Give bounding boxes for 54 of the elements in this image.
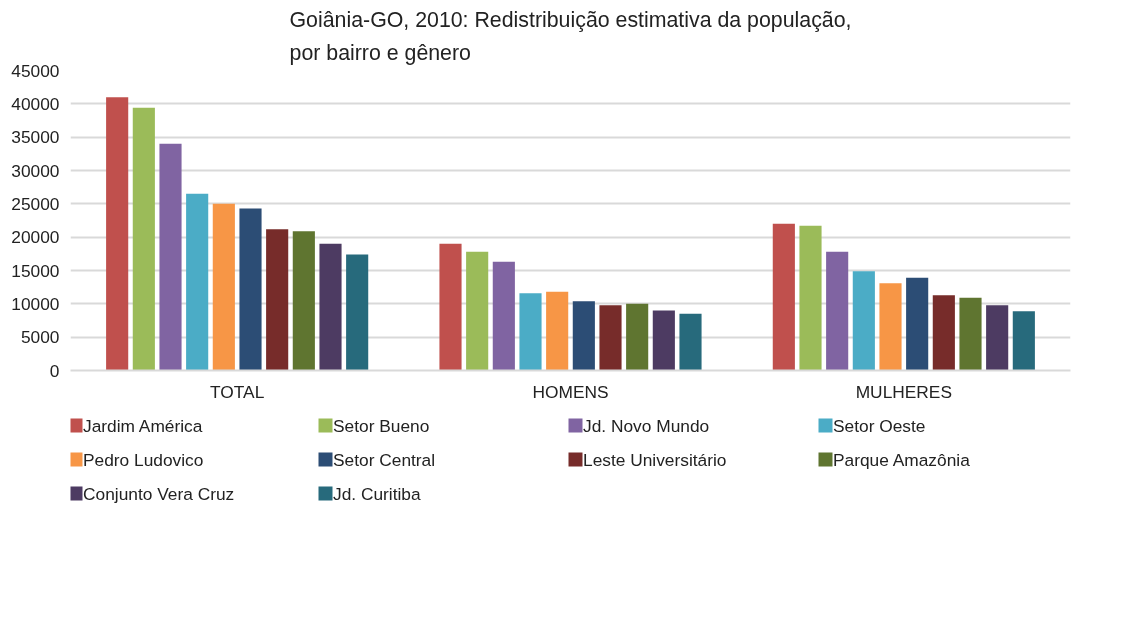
bar bbox=[852, 271, 875, 371]
bar bbox=[266, 229, 289, 371]
bar bbox=[132, 107, 155, 371]
legend-label: Setor Oeste bbox=[833, 415, 926, 436]
bar bbox=[546, 291, 569, 371]
y-tick-label: 30000 bbox=[11, 160, 60, 181]
bar bbox=[572, 301, 595, 371]
y-tick-label: 0 bbox=[49, 360, 60, 381]
bar bbox=[239, 208, 262, 371]
bar bbox=[799, 225, 822, 371]
bar bbox=[826, 251, 849, 371]
bar bbox=[652, 310, 675, 371]
legend-label: Setor Bueno bbox=[333, 415, 430, 436]
legend-label: Jardim América bbox=[83, 415, 203, 436]
bar bbox=[346, 254, 369, 371]
y-tick-label: 40000 bbox=[11, 93, 60, 114]
y-tick-label: 25000 bbox=[11, 193, 60, 214]
legend-label: Leste Universitário bbox=[583, 449, 727, 470]
y-tick-label: 35000 bbox=[11, 127, 60, 148]
bar bbox=[986, 305, 1009, 371]
x-tick-label: HOMENS bbox=[532, 381, 609, 402]
legend-label: Conjunto Vera Cruz bbox=[83, 483, 235, 504]
chart-title: Goiânia-GO, 2010: Redistribuição estimativa da população, por bairro e gênero bbox=[289, 7, 852, 66]
x-tick-label: MULHERES bbox=[855, 381, 952, 402]
legend-label: Pedro Ludovico bbox=[83, 449, 204, 470]
bar bbox=[106, 97, 129, 371]
bar bbox=[492, 261, 515, 371]
bar bbox=[1012, 311, 1035, 371]
bar bbox=[519, 293, 542, 371]
bar bbox=[599, 305, 622, 371]
y-tick-label: 45000 bbox=[11, 60, 60, 81]
bar bbox=[159, 143, 182, 371]
bar bbox=[932, 295, 955, 371]
bar bbox=[292, 231, 315, 371]
y-tick-label: 20000 bbox=[11, 227, 60, 248]
y-tick-label: 5000 bbox=[20, 327, 60, 348]
legend-label: Jd. Curitiba bbox=[333, 483, 421, 504]
bar bbox=[772, 223, 795, 371]
y-tick-label: 10000 bbox=[11, 293, 60, 314]
bar bbox=[186, 193, 209, 371]
legend-label: Setor Central bbox=[333, 449, 436, 470]
y-tick-label: 15000 bbox=[11, 260, 60, 281]
x-tick-label: TOTAL bbox=[210, 381, 265, 402]
bar bbox=[879, 283, 902, 371]
legend-label: Jd. Novo Mundo bbox=[583, 415, 710, 436]
bar bbox=[212, 203, 235, 371]
bar bbox=[959, 297, 982, 371]
bar bbox=[679, 313, 702, 371]
legend-label: Parque Amazônia bbox=[833, 449, 971, 470]
bar bbox=[466, 251, 489, 371]
bar bbox=[906, 277, 929, 371]
bar bbox=[439, 243, 462, 371]
bar bbox=[626, 303, 649, 371]
bar bbox=[319, 243, 342, 371]
